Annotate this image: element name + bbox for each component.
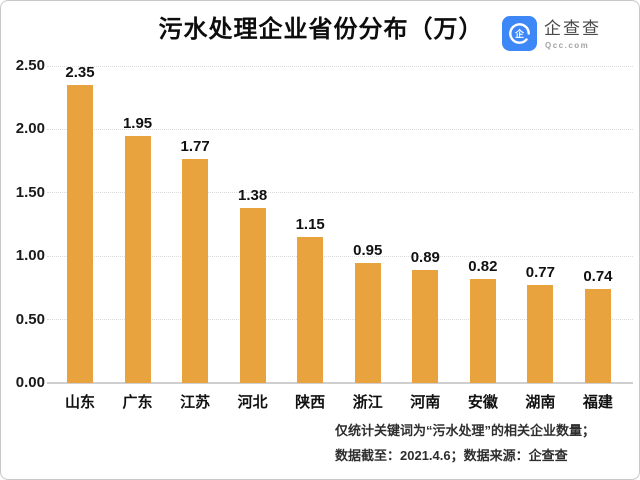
x-axis-category-label: 湖南	[525, 394, 556, 411]
y-axis-tick-label: 2.00	[15, 120, 45, 138]
bar-value-label: 0.77	[525, 264, 555, 282]
qcc-logo-icon: 企	[502, 16, 537, 51]
x-axis-category-label: 陕西	[295, 394, 326, 411]
x-axis-category-label: 广东	[122, 394, 153, 411]
bar-value-label: 1.95	[122, 114, 153, 132]
bar-福建	[584, 289, 611, 383]
x-axis-category-label: 福建	[582, 394, 613, 411]
gridline	[47, 255, 633, 257]
qcc-logo-name: 企查查	[544, 19, 601, 38]
bar-陕西	[297, 237, 324, 383]
bar-value-label: 2.35	[65, 64, 95, 82]
footer-note-line2: 数据截至：2021.4.6；数据来源：企查查	[335, 448, 568, 463]
x-axis-category-label: 浙江	[352, 394, 383, 411]
qcc-logo-subtext: Qcc.com	[545, 41, 590, 50]
bar-广东	[124, 135, 151, 383]
bar-河北	[239, 208, 266, 383]
bar-河南	[412, 270, 439, 383]
bar-山东	[67, 85, 93, 383]
y-axis-tick-label: 1.50	[15, 183, 45, 201]
bar-value-label: 1.38	[238, 187, 268, 205]
bar-湖南	[527, 285, 554, 383]
y-axis-tick-label: 0.00	[15, 374, 45, 391]
y-axis-tick-label: 1.00	[15, 247, 45, 265]
x-axis-category-label: 安徽	[467, 394, 498, 411]
bar-value-label: 1.77	[180, 137, 210, 155]
bar-value-label: 1.15	[295, 216, 325, 234]
x-axis-category-label: 江苏	[180, 394, 211, 411]
x-axis-category-label: 河北	[237, 394, 268, 411]
x-axis-line	[47, 382, 633, 384]
bar-江苏	[182, 158, 209, 383]
bar-浙江	[354, 262, 381, 383]
x-axis-category-label: 河南	[410, 394, 441, 411]
footer-note-line1: 仅统计关键词为“污水处理”的相关企业数量；	[335, 423, 596, 438]
qcc-logo-glyph: 企	[502, 16, 537, 51]
bar-value-label: 0.82	[468, 258, 498, 276]
bar-value-label: 0.95	[353, 241, 383, 259]
gridline	[47, 128, 633, 130]
y-axis-tick-label: 0.50	[15, 310, 45, 328]
gridline	[47, 192, 633, 194]
y-axis-tick-label: 2.50	[15, 57, 45, 74]
bar-安徽	[469, 279, 496, 383]
gridline	[47, 319, 633, 321]
bar-value-label: 0.74	[583, 268, 613, 286]
svg-text:企: 企	[514, 28, 525, 39]
gridline	[47, 65, 633, 67]
bar-value-label: 0.89	[410, 249, 440, 267]
chart-title: 污水处理企业省份分布（万）	[158, 16, 484, 43]
x-axis-category-label: 山东	[64, 394, 95, 411]
